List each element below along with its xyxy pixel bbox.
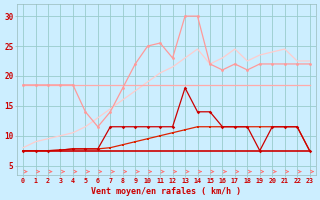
X-axis label: Vent moyen/en rafales ( km/h ): Vent moyen/en rafales ( km/h ) [92, 187, 241, 196]
